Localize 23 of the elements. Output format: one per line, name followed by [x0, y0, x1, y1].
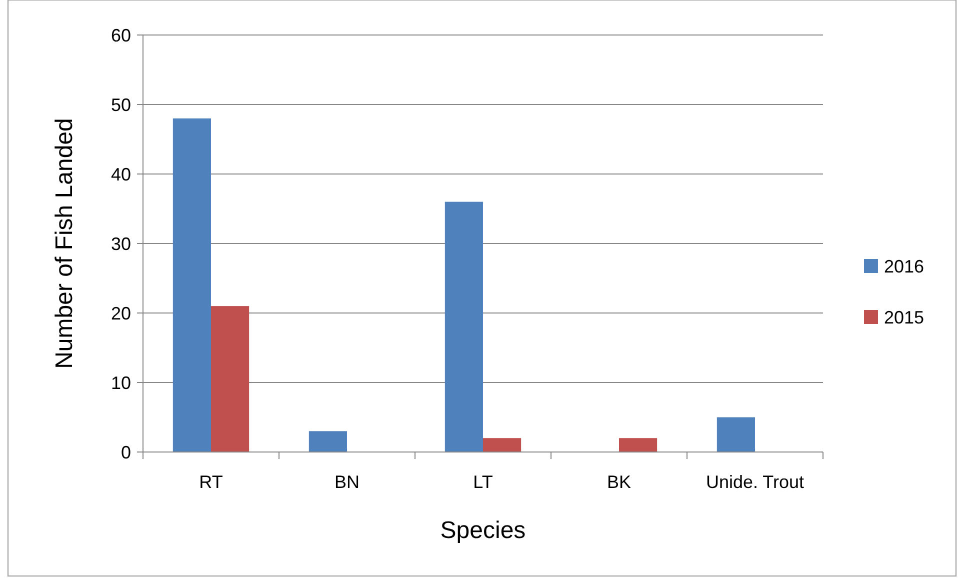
x-tick-label: Unide. Trout [706, 472, 804, 492]
x-tick-label: RT [199, 472, 223, 492]
x-axis-title: Species [440, 517, 526, 544]
bar [211, 306, 250, 452]
bar [444, 202, 483, 452]
bar [172, 118, 211, 452]
y-tick-label: 0 [120, 442, 131, 462]
legend-label: 2015 [884, 307, 924, 328]
bar [308, 431, 347, 452]
y-axis-title: Number of Fish Landed [51, 118, 78, 369]
bar [716, 417, 755, 452]
y-tick-label: 60 [110, 25, 131, 46]
legend-label: 2016 [884, 256, 924, 276]
y-tick-label: 50 [110, 94, 131, 115]
bar [619, 438, 658, 452]
y-tick-label: 10 [110, 372, 131, 393]
x-tick-label: BK [606, 472, 632, 492]
x-tick-label: LT [473, 472, 493, 492]
x-tick-label: BN [334, 472, 360, 492]
bar [483, 438, 522, 452]
y-tick-label: 30 [110, 234, 131, 254]
y-tick-label: 40 [110, 164, 131, 184]
y-tick-label: 20 [110, 303, 131, 324]
